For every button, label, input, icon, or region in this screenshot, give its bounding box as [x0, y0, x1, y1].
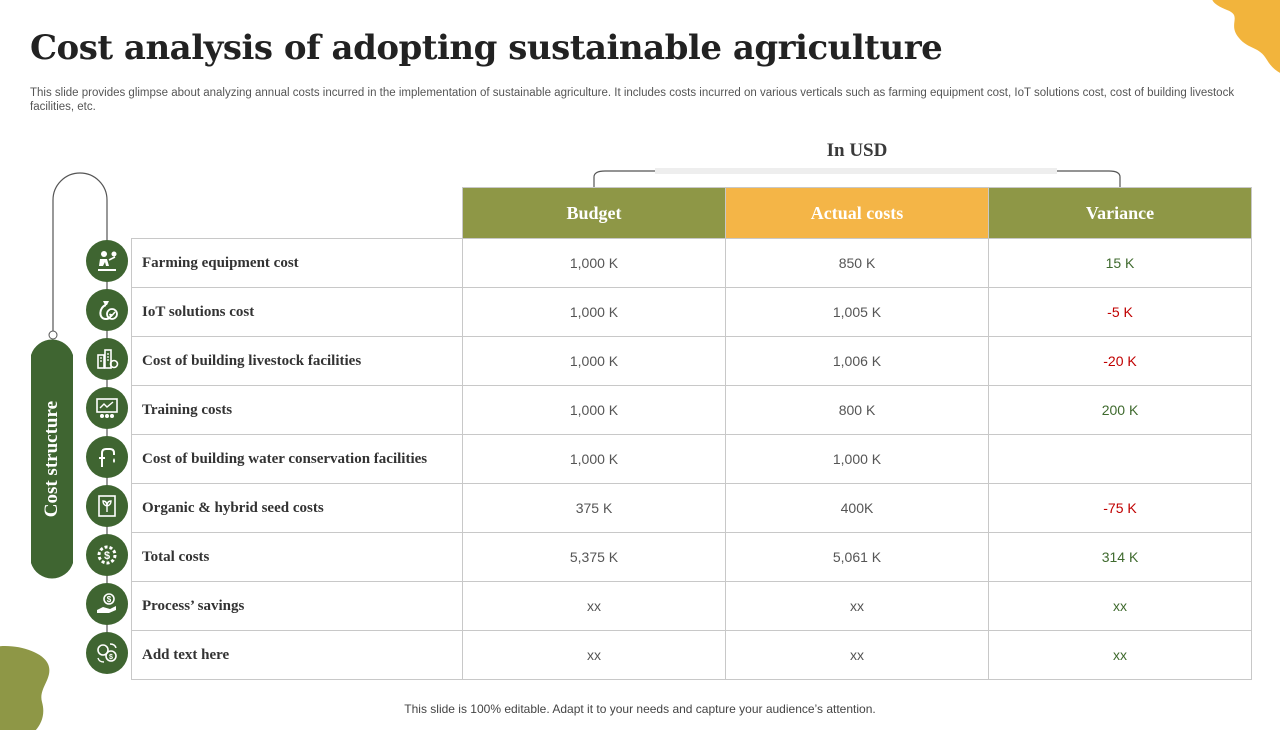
row-label: Training costs: [131, 385, 463, 435]
decorative-blob-top-right: [1212, 0, 1280, 73]
variance-cell: -5 K: [988, 287, 1252, 337]
actual-cell: 400K: [725, 483, 989, 533]
svg-text:$: $: [104, 550, 110, 562]
table-row: Process’ savings xx xx xx: [131, 581, 1252, 631]
savings-hand-icon: $: [86, 583, 128, 625]
variance-cell: -75 K: [988, 483, 1252, 533]
actual-cell: 1,000 K: [725, 434, 989, 484]
unit-label: In USD: [826, 140, 888, 161]
table-row: IoT solutions cost 1,000 K 1,005 K -5 K: [131, 287, 1252, 337]
row-label: Organic & hybrid seed costs: [131, 483, 463, 533]
dollar-gear-icon: $: [86, 534, 128, 576]
table-header-row: Budget Actual costs Variance: [131, 187, 1252, 239]
variance-cell: 200 K: [988, 385, 1252, 435]
farmer-icon: [86, 240, 128, 282]
row-label: Farming equipment cost: [131, 238, 463, 288]
row-label: Cost of building water conservation faci…: [131, 434, 463, 484]
buildings-icon: [86, 338, 128, 380]
footer-note: This slide is 100% editable. Adapt it to…: [404, 702, 876, 716]
training-board-icon: [86, 387, 128, 429]
row-label: Cost of building livestock facilities: [131, 336, 463, 386]
header-blank: [131, 187, 463, 239]
budget-cell: 1,000 K: [462, 434, 726, 484]
budget-cell: xx: [462, 581, 726, 631]
cost-structure-connector: [31, 172, 108, 650]
page-subtitle: This slide provides glimpse about analyz…: [30, 87, 1235, 113]
actual-cell: xx: [725, 630, 989, 680]
actual-cell: 1,006 K: [725, 336, 989, 386]
actual-cell: xx: [725, 581, 989, 631]
header-budget: Budget: [462, 187, 726, 239]
table-row: Organic & hybrid seed costs 375 K 400K -…: [131, 483, 1252, 533]
row-label: Process’ savings: [131, 581, 463, 631]
actual-cell: 5,061 K: [725, 532, 989, 582]
header-actual-costs: Actual costs: [725, 187, 989, 239]
budget-cell: 375 K: [462, 483, 726, 533]
actual-cell: 800 K: [725, 385, 989, 435]
budget-cell: 1,000 K: [462, 287, 726, 337]
row-label: Total costs: [131, 532, 463, 582]
water-tap-icon: [86, 436, 128, 478]
budget-cell: 5,375 K: [462, 532, 726, 582]
budget-cell: 1,000 K: [462, 336, 726, 386]
cost-table: Budget Actual costs Variance Farming equ…: [131, 187, 1252, 680]
variance-cell: 314 K: [988, 532, 1252, 582]
cost-structure-text: Cost structure: [41, 400, 62, 518]
actual-cell: 850 K: [725, 238, 989, 288]
header-variance: Variance: [988, 187, 1252, 239]
variance-cell: xx: [988, 630, 1252, 680]
table-row: Cost of building water conservation faci…: [131, 434, 1252, 484]
table-row: Add text here xx xx xx: [131, 630, 1252, 680]
row-label: Add text here: [131, 630, 463, 680]
table-row: Total costs 5,375 K 5,061 K 314 K: [131, 532, 1252, 582]
budget-cell: xx: [462, 630, 726, 680]
iot-money-bag-icon: [86, 289, 128, 331]
svg-text:$: $: [109, 654, 113, 661]
actual-cell: 1,005 K: [725, 287, 989, 337]
header-bracket: [593, 168, 1121, 188]
variance-cell: xx: [988, 581, 1252, 631]
seed-document-icon: [86, 485, 128, 527]
svg-text:$: $: [107, 595, 112, 604]
decorative-blob-bottom-left: [0, 645, 50, 730]
table-row: Training costs 1,000 K 800 K 200 K: [131, 385, 1252, 435]
currency-exchange-icon: $: [86, 632, 128, 674]
variance-cell: -20 K: [988, 336, 1252, 386]
page-title: Cost analysis of adopting sustainable ag…: [30, 28, 943, 68]
table-row: Cost of building livestock facilities 1,…: [131, 336, 1252, 386]
variance-cell: 15 K: [988, 238, 1252, 288]
table-row: Farming equipment cost 1,000 K 850 K 15 …: [131, 238, 1252, 288]
budget-cell: 1,000 K: [462, 385, 726, 435]
variance-cell: [988, 434, 1252, 484]
budget-cell: 1,000 K: [462, 238, 726, 288]
row-label: IoT solutions cost: [131, 287, 463, 337]
cost-structure-label: Cost structure: [31, 335, 73, 583]
